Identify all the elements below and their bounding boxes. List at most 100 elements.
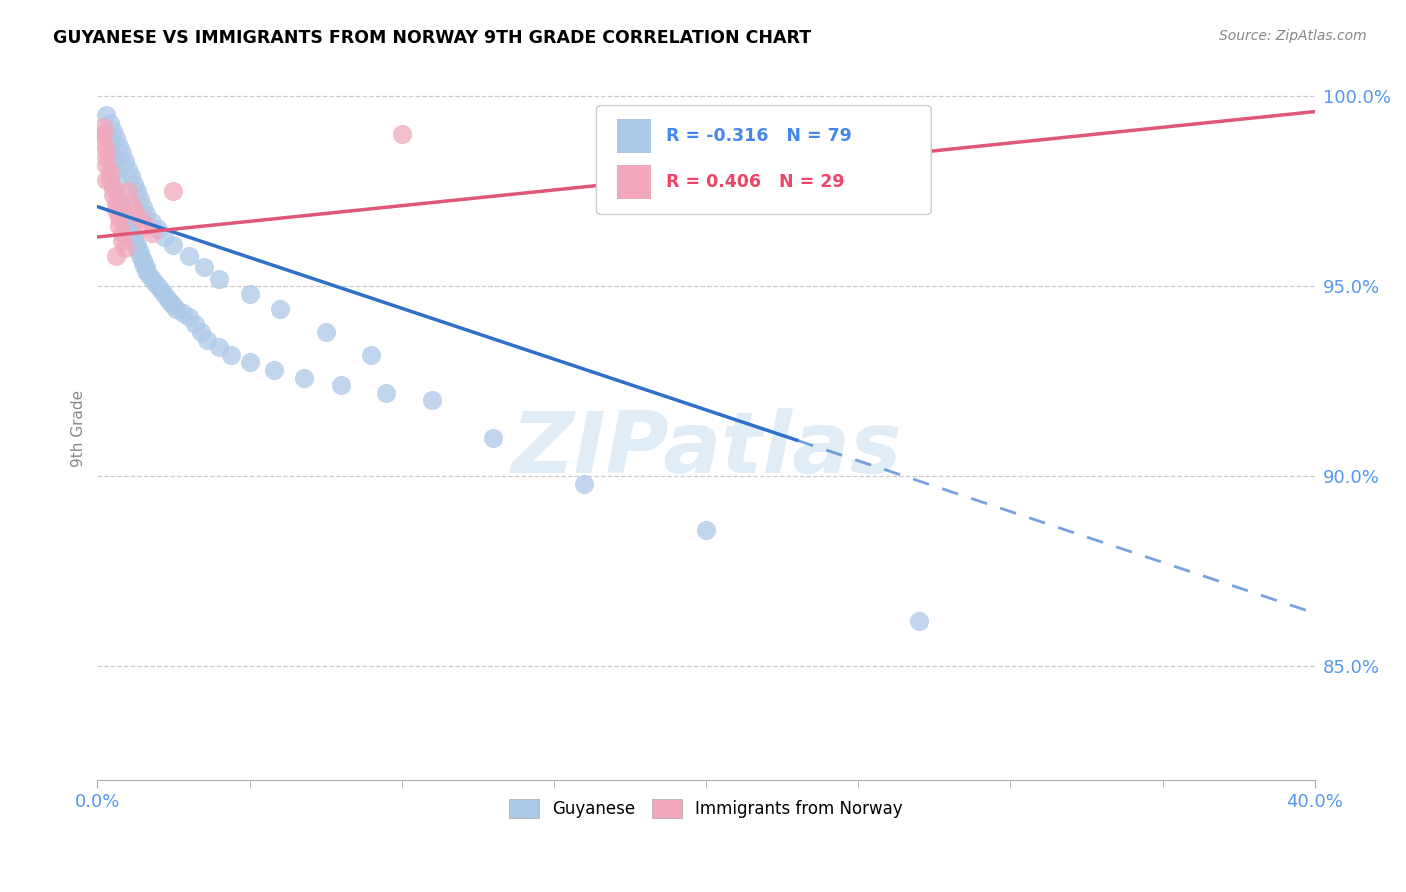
Point (93, 135, 115, 149)
Point (114, 207, 136, 221)
Point (111, 203, 134, 218)
Point (111, 146, 134, 161)
Point (132, 257, 155, 271)
Point (96, 150, 118, 164)
Point (315, 325, 337, 339)
Point (172, 306, 194, 320)
Y-axis label: 9th Grade: 9th Grade (72, 391, 86, 467)
Point (195, 333, 218, 347)
Point (132, 200, 155, 214)
FancyBboxPatch shape (596, 105, 931, 214)
Point (238, 287, 260, 301)
Text: Source: ZipAtlas.com: Source: ZipAtlas.com (1219, 29, 1367, 43)
Point (117, 215, 139, 229)
Point (129, 249, 152, 263)
Point (96, 158, 118, 172)
Point (98, 165, 121, 179)
Point (138, 268, 160, 282)
Point (125, 237, 148, 252)
Point (141, 215, 163, 229)
Point (98, 135, 121, 149)
Point (360, 348, 382, 362)
Point (114, 211, 136, 225)
Point (129, 245, 152, 260)
Point (148, 279, 170, 293)
Point (166, 302, 188, 317)
Point (375, 385, 398, 400)
Point (135, 219, 157, 233)
Point (148, 222, 170, 236)
Point (238, 355, 260, 369)
Point (96, 128, 118, 142)
Point (120, 226, 142, 240)
Point (101, 180, 124, 194)
Text: R = 0.406   N = 29: R = 0.406 N = 29 (666, 173, 845, 191)
Point (150, 283, 173, 297)
Text: ZIPatlas: ZIPatlas (510, 409, 901, 491)
Point (159, 294, 181, 309)
Point (104, 185, 127, 199)
Text: R = -0.316   N = 79: R = -0.316 N = 79 (666, 127, 852, 145)
Bar (617, 165, 651, 199)
Point (153, 287, 176, 301)
Point (141, 272, 163, 286)
Text: GUYANESE VS IMMIGRANTS FROM NORWAY 9TH GRADE CORRELATION CHART: GUYANESE VS IMMIGRANTS FROM NORWAY 9TH G… (53, 29, 811, 46)
Point (184, 318, 207, 332)
Point (101, 165, 124, 179)
Point (104, 173, 127, 187)
Point (162, 298, 184, 312)
Point (117, 185, 139, 199)
Point (111, 234, 134, 248)
Point (122, 177, 145, 191)
Point (125, 185, 148, 199)
Legend: Guyanese, Immigrants from Norway: Guyanese, Immigrants from Norway (502, 792, 910, 825)
Point (193, 260, 215, 275)
Point (908, 614, 931, 628)
Point (96, 173, 118, 187)
Point (120, 195, 142, 210)
Point (120, 169, 142, 184)
Point (114, 241, 136, 255)
Point (190, 325, 212, 339)
Point (574, 477, 596, 491)
Point (117, 219, 139, 233)
Point (96, 143, 118, 157)
Point (101, 188, 124, 202)
Point (135, 264, 157, 278)
Point (391, 128, 413, 142)
Point (98, 146, 121, 161)
Point (817, 128, 839, 142)
Point (125, 241, 148, 255)
Point (329, 378, 352, 392)
Point (292, 370, 315, 384)
Point (162, 237, 184, 252)
Point (104, 203, 127, 218)
Bar (617, 120, 651, 153)
Point (695, 128, 717, 142)
Point (98, 116, 121, 130)
Point (93, 128, 115, 142)
Point (107, 195, 129, 210)
Point (114, 154, 136, 169)
Point (269, 302, 291, 317)
Point (156, 291, 179, 305)
Point (104, 249, 127, 263)
Point (135, 260, 157, 275)
Point (143, 276, 166, 290)
Point (153, 230, 176, 244)
Point (117, 161, 139, 176)
Point (104, 195, 127, 210)
Point (107, 192, 129, 206)
Point (107, 219, 129, 233)
Point (263, 363, 285, 377)
Point (135, 207, 157, 221)
Point (96, 108, 118, 122)
Point (129, 211, 152, 225)
Point (695, 523, 717, 537)
Point (122, 203, 145, 218)
Point (101, 123, 124, 137)
Point (101, 154, 124, 169)
Point (219, 348, 242, 362)
Point (162, 185, 184, 199)
Point (98, 173, 121, 187)
